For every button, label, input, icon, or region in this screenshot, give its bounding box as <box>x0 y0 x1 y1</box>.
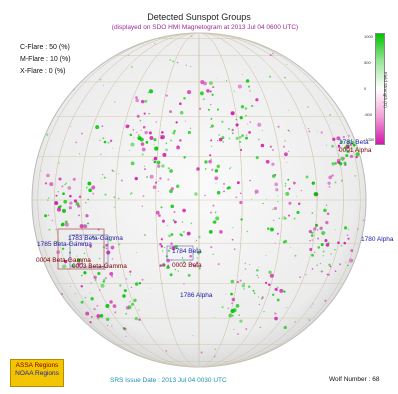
assa-label-0002: 0002 Beta <box>172 262 202 269</box>
field-strength-colorbar <box>375 33 385 145</box>
region-box-1785 <box>57 228 105 270</box>
noaa-label-1783: 1783 Beta-Gamma <box>68 235 123 242</box>
region-legend: ASSA Regions NOAA Regions <box>10 359 64 387</box>
noaa-label-1785: 1785 Beta-Gamma <box>37 241 92 248</box>
noaa-label-1786: 1786 Alpha <box>180 292 213 299</box>
heliographic-grid <box>32 33 366 367</box>
c-flare-probability: C-Flare : 50 (%) <box>20 44 70 51</box>
colorbar-tick: -500 <box>364 112 373 117</box>
x-flare-probability: X-Flare : 0 (%) <box>20 68 66 75</box>
colorbar-tick: 1000 <box>364 34 373 39</box>
noaa-label-1780: 1780 Alpha <box>361 236 394 243</box>
m-flare-probability: M-Flare : 10 (%) <box>20 56 71 63</box>
wolf-number: Wolf Number : 68 <box>329 376 380 383</box>
assa-label-0001: 0001 Alpha <box>339 147 372 154</box>
colorbar-tick: -1000 <box>364 137 375 142</box>
colorbar-title: Field Strength (G) <box>383 72 388 108</box>
chart-subtitle: (displayed on SDO HMI Magnetogram at 201… <box>111 24 299 31</box>
region-box-1784 <box>166 245 194 261</box>
region-box-1783 <box>69 234 109 268</box>
colorbar-tick: 0 <box>364 86 367 91</box>
colorbar-tick: 500 <box>364 60 371 65</box>
legend-noaa-regions: NOAA Regions <box>15 370 59 377</box>
assa-label-0003: 0003 Beta-Gamma <box>72 263 127 270</box>
chart-title: Detected Sunspot Groups <box>147 12 251 22</box>
legend-assa-regions: ASSA Regions <box>15 362 59 369</box>
assa-label-0004: 0004 Beta-Gamma <box>36 257 91 264</box>
srs-issue-date: SRS Issue Date : 2013 Jul 04 0030 UTC <box>110 377 227 384</box>
noaa-label-1784: 1784 Beta <box>172 248 202 255</box>
noaa-label-1781: 1781 Beta <box>339 139 369 146</box>
